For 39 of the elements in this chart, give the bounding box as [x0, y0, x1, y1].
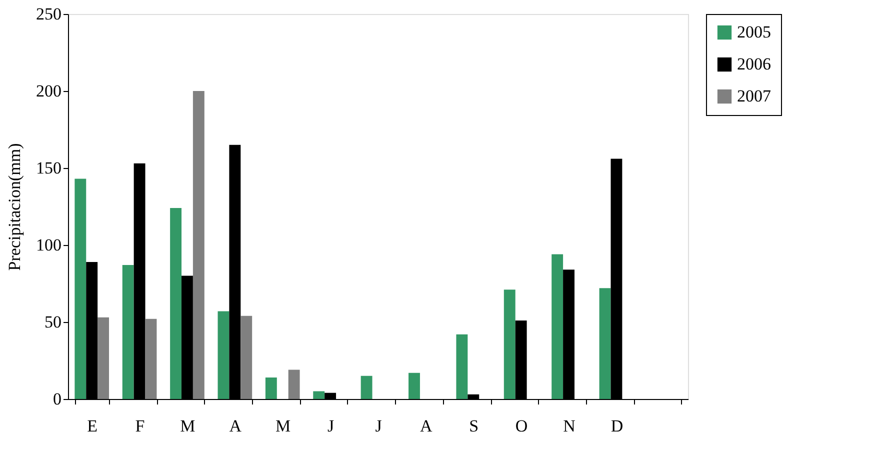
y-axis-title: Precipitacion(mm): [5, 143, 24, 271]
y-tick-label: 100: [36, 236, 62, 254]
x-tick-label: O: [515, 416, 528, 436]
legend-label: 2006: [737, 54, 771, 74]
y-tick-label: 50: [44, 312, 62, 332]
x-tick-label: A: [420, 416, 434, 436]
y-tick-label: 0: [53, 390, 62, 408]
bar: [552, 254, 564, 399]
legend-label: 2005: [737, 22, 771, 42]
x-tick-label: S: [469, 416, 479, 436]
bar: [74, 178, 86, 399]
bar: [599, 288, 611, 399]
bar: [265, 377, 277, 399]
bar: [170, 208, 182, 399]
bar: [218, 311, 230, 399]
bar: [313, 391, 325, 399]
bar: [504, 290, 516, 399]
bar: [288, 370, 300, 399]
x-tick-label: A: [229, 416, 242, 436]
bar: [408, 372, 420, 399]
x-tick-label: J: [375, 416, 382, 436]
bar: [456, 334, 468, 399]
x-tick-label: M: [180, 416, 196, 436]
legend-label: 2007: [737, 86, 772, 106]
bar: [360, 376, 372, 399]
y-tick-label: 200: [36, 82, 62, 100]
bar: [145, 318, 157, 399]
x-tick-label: D: [610, 416, 624, 436]
bar: [98, 317, 110, 399]
bar: [122, 265, 134, 399]
x-tick-label: F: [135, 416, 145, 436]
x-tick-label: E: [87, 416, 98, 436]
x-tick-label: M: [276, 416, 291, 436]
y-tick-label: 150: [36, 158, 62, 178]
x-tick-label: J: [327, 416, 334, 436]
x-tick-label: N: [563, 416, 576, 436]
bar: [240, 316, 252, 399]
y-tick-label: 250: [36, 4, 62, 24]
bar: [192, 91, 204, 399]
